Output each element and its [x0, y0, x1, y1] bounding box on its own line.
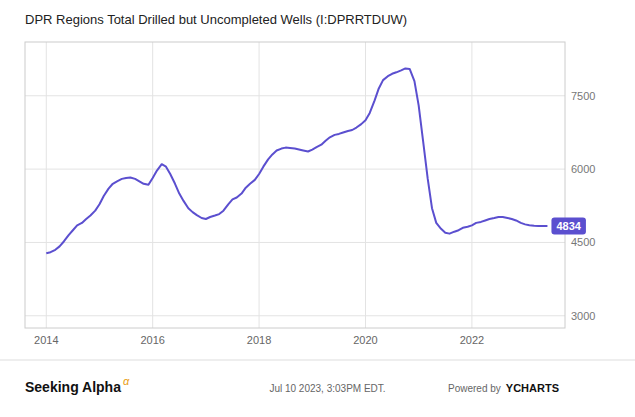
y-tick-label: 6000 [571, 163, 595, 175]
plot-frame [25, 42, 565, 328]
grid-line-x [259, 42, 260, 328]
footer-ycharts: YCHARTS [506, 382, 559, 394]
y-tick-label: 3000 [571, 310, 595, 322]
x-tick-label: 2014 [34, 334, 58, 346]
grid-line-y [25, 169, 565, 170]
x-tick-label: 2016 [140, 334, 164, 346]
footer-date: Jul 10 2023, 3:03PM EDT. [269, 383, 385, 394]
grid-line-x [471, 42, 472, 328]
title: DPR Regions Total Drilled but Uncomplete… [25, 12, 407, 27]
footer-powered: Powered by [448, 383, 501, 394]
footer-brand: Seeking Alpha [25, 379, 121, 395]
x-tick-label: 2018 [247, 334, 271, 346]
grid-line-y [25, 242, 565, 243]
grid-line-y [25, 95, 565, 96]
chart: DPR Regions Total Drilled but Uncomplete… [0, 0, 635, 417]
x-tick-label: 2022 [460, 334, 484, 346]
y-tick-label: 7500 [571, 90, 595, 102]
x-tick-label: 2020 [353, 334, 377, 346]
annotation-text: 4834 [556, 220, 581, 232]
footer-rule [0, 360, 635, 361]
annotation: 4834 [551, 218, 585, 235]
plot-area [46, 68, 547, 253]
grid-line-x [365, 42, 366, 328]
y-tick-label: 4500 [571, 236, 595, 248]
grid-line-y [25, 315, 565, 316]
annotation-box [551, 218, 585, 235]
grid-line-x [46, 42, 47, 328]
grid-line-x [152, 42, 153, 328]
footer-alpha: α [123, 375, 130, 387]
grid [25, 42, 565, 328]
data-line [46, 68, 547, 253]
